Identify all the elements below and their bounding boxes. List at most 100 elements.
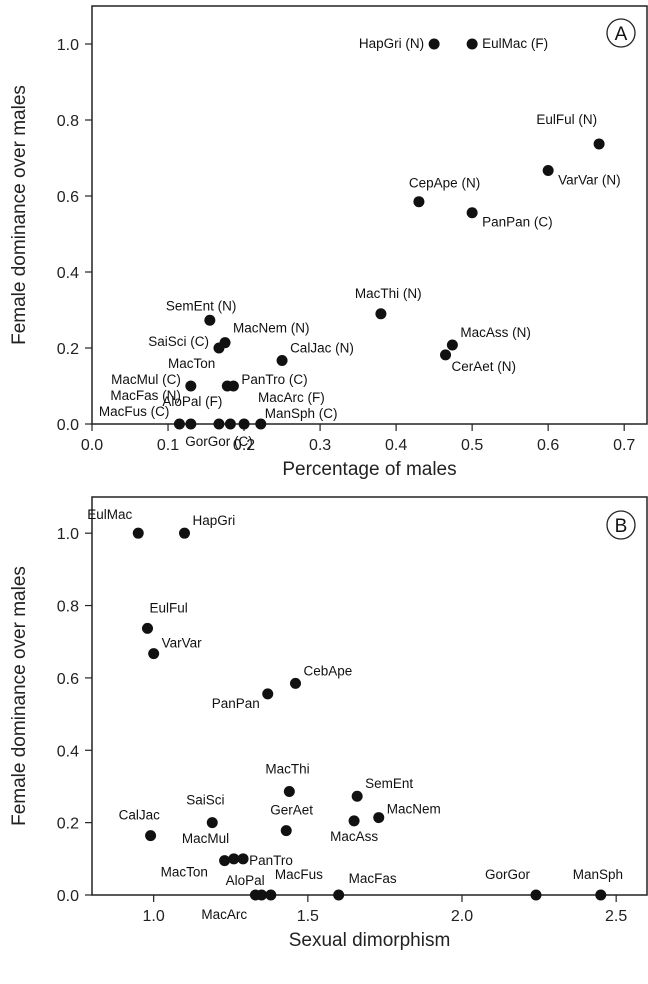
data-point bbox=[351, 790, 363, 802]
point-label: PanPan (C) bbox=[482, 215, 553, 230]
y-tick-label: 0.2 bbox=[57, 816, 79, 833]
data-point bbox=[413, 196, 425, 208]
data-point bbox=[542, 165, 554, 177]
data-point bbox=[440, 349, 452, 361]
data-point bbox=[466, 207, 478, 219]
data-point bbox=[265, 889, 277, 901]
y-axis-title: Female dominance over males bbox=[9, 85, 30, 345]
y-axis-title: Female dominance over males bbox=[9, 566, 30, 826]
data-point bbox=[290, 677, 301, 689]
x-tick-label: 0.4 bbox=[385, 437, 407, 454]
x-tick-label: 2.5 bbox=[605, 908, 627, 925]
point-label: MacNem (N) bbox=[233, 321, 310, 336]
x-tick-label: 0.5 bbox=[461, 437, 483, 454]
data-point bbox=[375, 308, 387, 320]
panel-label: A bbox=[615, 24, 628, 45]
data-point bbox=[185, 418, 197, 430]
x-tick-label: 0.2 bbox=[233, 437, 255, 454]
data-point bbox=[148, 648, 160, 660]
plot-frame bbox=[91, 496, 648, 896]
panel-label: B bbox=[615, 516, 628, 537]
point-label: CebApe bbox=[304, 663, 353, 678]
point-label: MacTon bbox=[161, 865, 208, 880]
y-tick-label: 0.4 bbox=[57, 743, 79, 760]
point-label: MacMul bbox=[182, 831, 229, 846]
point-label: MacArc (F) bbox=[258, 390, 325, 405]
data-point bbox=[238, 418, 250, 430]
data-point bbox=[213, 342, 225, 354]
point-label: VarVar bbox=[162, 636, 203, 651]
point-label: MacThi bbox=[265, 762, 309, 777]
data-point bbox=[373, 812, 385, 824]
data-point bbox=[262, 688, 274, 700]
y-tick-label: 0.0 bbox=[57, 888, 79, 905]
y-tick-label: 0.2 bbox=[57, 341, 79, 358]
data-point bbox=[179, 527, 190, 539]
data-point bbox=[333, 889, 345, 901]
data-point bbox=[173, 418, 185, 430]
x-tick-label: 0.7 bbox=[613, 437, 635, 454]
data-point bbox=[145, 830, 157, 842]
point-label: GorGor bbox=[485, 867, 531, 882]
data-point bbox=[530, 889, 542, 901]
point-label: MacFas (N) bbox=[110, 388, 181, 403]
data-point bbox=[224, 418, 236, 430]
point-label: CerAet (N) bbox=[452, 359, 517, 374]
plot-frame bbox=[91, 5, 648, 425]
point-label: SemEnt bbox=[365, 776, 413, 791]
data-point bbox=[213, 418, 225, 430]
point-label: CepApe (N) bbox=[409, 176, 480, 191]
panel-label-circle bbox=[606, 18, 636, 48]
point-label: MacAss (N) bbox=[460, 325, 531, 340]
point-label: EulMac bbox=[87, 507, 132, 522]
point-label: PanPan bbox=[212, 696, 260, 711]
x-tick-label: 2.0 bbox=[451, 908, 473, 925]
data-point bbox=[206, 817, 218, 829]
x-axis-title: Sexual dimorphism bbox=[289, 930, 451, 951]
x-tick-label: 0.6 bbox=[537, 437, 559, 454]
x-tick-label: 1.0 bbox=[143, 908, 165, 925]
data-point bbox=[219, 855, 231, 867]
y-tick-label: 0.6 bbox=[57, 189, 79, 206]
point-label: MacMul (C) bbox=[111, 372, 181, 387]
point-label: PanTro (C) bbox=[241, 372, 307, 387]
point-label: HapGri (N) bbox=[359, 36, 424, 51]
x-tick-label: 0.3 bbox=[309, 437, 331, 454]
data-point bbox=[255, 418, 267, 430]
point-label: ManSph bbox=[573, 867, 623, 882]
data-point bbox=[466, 38, 478, 50]
point-label: SemEnt (N) bbox=[166, 298, 237, 313]
point-label: HapGri bbox=[193, 513, 236, 528]
panel-a: 0.0 0.1 0.2 0.3 0.4 0.5 0.6 0.7 0.0 0.2 0.4 0.6 0.8 1… bbox=[9, 5, 648, 480]
point-label: VarVar (N) bbox=[558, 173, 621, 188]
x-tick-label: 0.1 bbox=[157, 437, 179, 454]
data-point bbox=[593, 138, 605, 150]
data-point bbox=[142, 622, 153, 634]
point-label: AloPal bbox=[226, 873, 265, 888]
data-point bbox=[228, 853, 240, 865]
point-label: MacTon bbox=[168, 356, 215, 371]
data-point bbox=[185, 380, 197, 392]
data-point bbox=[283, 786, 295, 798]
point-label: SaiSci bbox=[186, 793, 224, 808]
x-tick-label: 1.5 bbox=[297, 908, 319, 925]
data-point bbox=[595, 889, 607, 901]
point-label: EulMac (F) bbox=[482, 36, 548, 51]
y-tick-label: 1.0 bbox=[57, 526, 79, 543]
point-label: PanTro bbox=[249, 853, 293, 868]
data-point bbox=[132, 527, 144, 539]
point-label: EulFul (N) bbox=[536, 112, 597, 127]
point-label: MacFus bbox=[275, 867, 323, 882]
point-label: CalJac (N) bbox=[290, 341, 354, 356]
data-point bbox=[276, 355, 288, 367]
point-label: MacThi (N) bbox=[355, 286, 422, 301]
data-point bbox=[428, 38, 440, 50]
point-label: MacFus (C) bbox=[99, 404, 170, 419]
point-label: SaiSci (C) bbox=[148, 334, 209, 349]
data-point bbox=[249, 889, 261, 901]
point-label: CalJac bbox=[119, 808, 161, 823]
point-label: AloPal (F) bbox=[162, 394, 222, 409]
point-label: MacArc bbox=[201, 907, 247, 922]
point-label: MacFas bbox=[349, 871, 397, 886]
point-label: MacAss bbox=[330, 829, 378, 844]
